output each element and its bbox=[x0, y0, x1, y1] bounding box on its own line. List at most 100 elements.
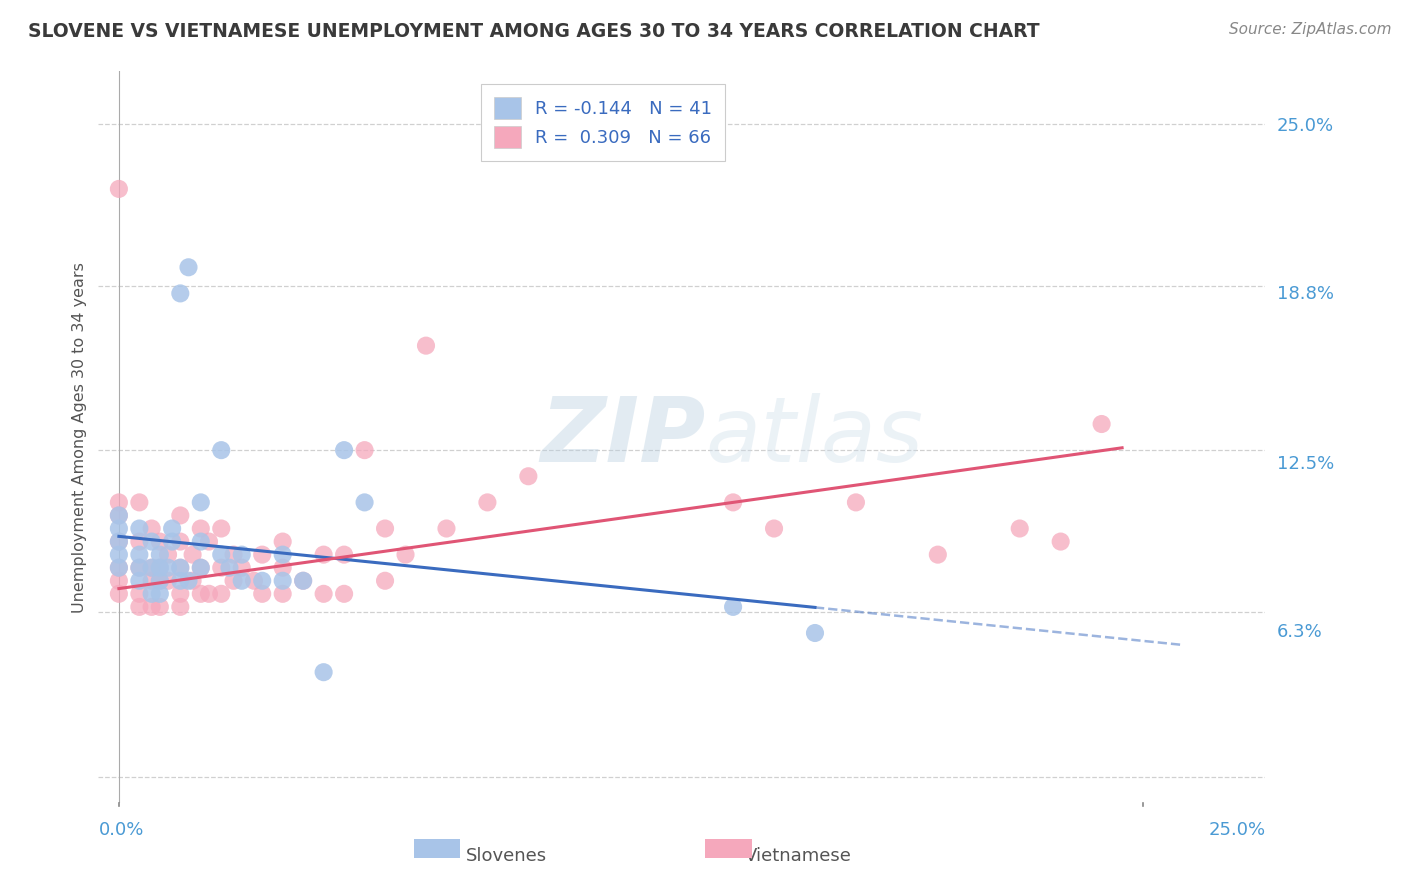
Point bbox=[108, 508, 131, 523]
Point bbox=[333, 587, 356, 601]
Point bbox=[477, 495, 499, 509]
Point bbox=[149, 599, 172, 614]
FancyBboxPatch shape bbox=[706, 839, 752, 858]
Point bbox=[190, 534, 212, 549]
Point bbox=[374, 574, 396, 588]
Point bbox=[1049, 534, 1071, 549]
Text: Source: ZipAtlas.com: Source: ZipAtlas.com bbox=[1229, 22, 1392, 37]
Point bbox=[250, 548, 273, 562]
Point bbox=[141, 521, 163, 535]
Point bbox=[209, 560, 232, 574]
Point bbox=[927, 548, 949, 562]
Text: 6.3%: 6.3% bbox=[1277, 624, 1323, 641]
Point bbox=[198, 534, 221, 549]
Point bbox=[218, 560, 240, 574]
Point bbox=[353, 495, 375, 509]
Point bbox=[271, 560, 294, 574]
Point bbox=[108, 508, 131, 523]
Point bbox=[209, 521, 232, 535]
Point bbox=[108, 560, 131, 574]
Point bbox=[169, 560, 191, 574]
Text: 25.0%: 25.0% bbox=[1277, 117, 1334, 135]
Point bbox=[108, 574, 131, 588]
Y-axis label: Unemployment Among Ages 30 to 34 years: Unemployment Among Ages 30 to 34 years bbox=[72, 261, 87, 613]
Point bbox=[108, 534, 131, 549]
Point bbox=[209, 443, 232, 458]
Point bbox=[190, 495, 212, 509]
Point bbox=[128, 534, 150, 549]
Point bbox=[149, 574, 172, 588]
Point bbox=[141, 574, 163, 588]
Point bbox=[292, 574, 315, 588]
Point bbox=[169, 286, 191, 301]
Point bbox=[169, 574, 191, 588]
Point bbox=[149, 587, 172, 601]
Point bbox=[177, 574, 200, 588]
Point bbox=[108, 521, 131, 535]
Point bbox=[721, 599, 744, 614]
Point bbox=[415, 339, 437, 353]
Text: 18.8%: 18.8% bbox=[1277, 285, 1334, 302]
Point bbox=[108, 182, 131, 196]
Point bbox=[312, 665, 335, 680]
Point bbox=[374, 521, 396, 535]
Point bbox=[292, 574, 315, 588]
Point bbox=[231, 548, 253, 562]
Point bbox=[149, 548, 172, 562]
Point bbox=[108, 495, 131, 509]
Point bbox=[845, 495, 868, 509]
Point bbox=[190, 587, 212, 601]
Point bbox=[222, 574, 245, 588]
Point bbox=[222, 548, 245, 562]
Point bbox=[353, 443, 375, 458]
Point bbox=[517, 469, 540, 483]
Point bbox=[181, 548, 204, 562]
Text: 12.5%: 12.5% bbox=[1277, 455, 1334, 473]
Point bbox=[160, 521, 183, 535]
Point bbox=[149, 574, 172, 588]
Point bbox=[128, 560, 150, 574]
Point bbox=[190, 560, 212, 574]
Point bbox=[250, 574, 273, 588]
Point bbox=[250, 587, 273, 601]
Point bbox=[231, 574, 253, 588]
Point bbox=[128, 548, 150, 562]
Point bbox=[108, 587, 131, 601]
Text: SLOVENE VS VIETNAMESE UNEMPLOYMENT AMONG AGES 30 TO 34 YEARS CORRELATION CHART: SLOVENE VS VIETNAMESE UNEMPLOYMENT AMONG… bbox=[28, 22, 1040, 41]
Text: 0.0%: 0.0% bbox=[98, 821, 143, 839]
Point bbox=[128, 521, 150, 535]
Point bbox=[169, 599, 191, 614]
Point bbox=[190, 521, 212, 535]
Point bbox=[149, 560, 172, 574]
Point bbox=[333, 548, 356, 562]
Point bbox=[177, 260, 200, 275]
Point bbox=[128, 560, 150, 574]
Point bbox=[271, 534, 294, 549]
Point bbox=[141, 534, 163, 549]
Point bbox=[149, 560, 172, 574]
Text: ZIP: ZIP bbox=[540, 393, 706, 481]
Point bbox=[209, 548, 232, 562]
Point bbox=[1091, 417, 1114, 431]
Point bbox=[169, 534, 191, 549]
Point bbox=[108, 534, 131, 549]
Text: Vietnamese: Vietnamese bbox=[745, 847, 852, 864]
Point bbox=[436, 521, 458, 535]
Point bbox=[169, 508, 191, 523]
Legend: R = -0.144   N = 41, R =  0.309   N = 66: R = -0.144 N = 41, R = 0.309 N = 66 bbox=[481, 84, 724, 161]
Point bbox=[333, 443, 356, 458]
Point bbox=[128, 574, 150, 588]
Point bbox=[721, 495, 744, 509]
Point bbox=[141, 599, 163, 614]
Point bbox=[108, 548, 131, 562]
Point bbox=[157, 548, 180, 562]
Text: atlas: atlas bbox=[706, 393, 924, 481]
Point bbox=[231, 560, 253, 574]
Point bbox=[181, 574, 204, 588]
Point bbox=[209, 587, 232, 601]
Point bbox=[271, 587, 294, 601]
Point bbox=[141, 560, 163, 574]
Point bbox=[394, 548, 416, 562]
Text: Slovenes: Slovenes bbox=[467, 847, 547, 864]
Point bbox=[128, 599, 150, 614]
